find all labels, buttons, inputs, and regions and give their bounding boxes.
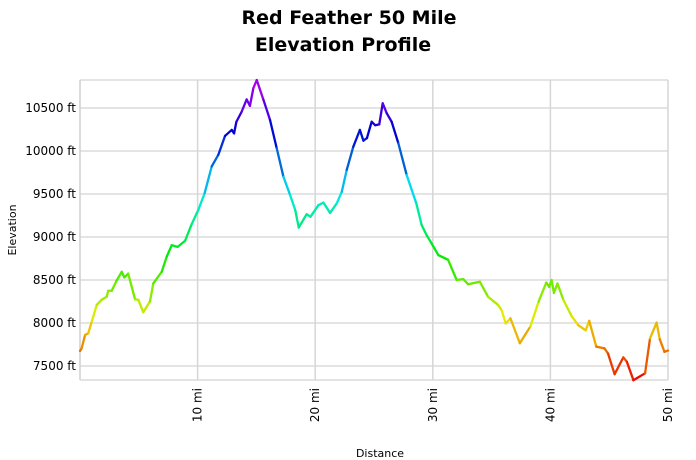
elevation-segment <box>570 314 580 327</box>
elevation-segment <box>462 277 470 286</box>
elevation-segment <box>390 120 400 145</box>
elevation-segment <box>235 110 243 123</box>
elevation-segment <box>197 191 206 212</box>
elevation-segment <box>340 168 348 194</box>
elevation-segment <box>632 372 647 382</box>
x-tick-label: 30 mi <box>426 388 440 422</box>
elevation-segment <box>268 118 278 150</box>
elevation-segment <box>190 208 200 226</box>
elevation-segment <box>322 201 332 215</box>
elevation-segment <box>446 258 458 282</box>
elevation-line <box>78 78 670 382</box>
elevation-segment <box>95 298 103 307</box>
elevation-segment <box>248 87 255 107</box>
elevation-segment <box>430 242 440 257</box>
elevation-segment <box>223 128 233 138</box>
elevation-segment <box>294 208 300 229</box>
elevation-segment <box>217 134 227 157</box>
x-axis-label: Distance <box>356 447 404 460</box>
elevation-segment <box>588 319 598 348</box>
elevation-segment <box>537 281 548 303</box>
elevation-segment <box>385 112 393 123</box>
elevation-segment <box>288 193 297 212</box>
elevation-segment <box>148 282 155 303</box>
elevation-segment <box>381 102 388 115</box>
elevation-segment <box>397 142 408 177</box>
elevation-segment <box>335 190 343 205</box>
elevation-segment <box>275 147 285 178</box>
elevation-segment <box>577 323 587 332</box>
elevation-segment <box>529 300 540 328</box>
elevation-segment <box>658 338 666 353</box>
elevation-segment <box>203 165 213 195</box>
elevation-segment <box>648 321 658 340</box>
elevation-segment <box>486 295 500 307</box>
elevation-segment <box>282 175 292 197</box>
elevation-segment <box>297 213 308 229</box>
elevation-segment <box>365 120 373 140</box>
y-axis-ticks: 7500 ft 8000 ft 8500 ft 9000 ft 9500 ft 10000… <box>25 101 76 373</box>
y-tick-label: 8500 ft <box>33 273 76 287</box>
elevation-segment <box>358 128 365 142</box>
elevation-segment <box>345 145 355 172</box>
elevation-segment <box>643 337 652 375</box>
x-axis-ticks: 10 mi 20 mi 30 mi 40 mi 50 mi <box>191 388 675 422</box>
elevation-segment <box>420 223 429 237</box>
elevation-segment <box>500 308 507 325</box>
y-tick-label: 9000 ft <box>33 230 76 244</box>
elevation-segment <box>232 120 238 135</box>
elevation-segment <box>152 270 163 285</box>
elevation-segment <box>478 280 490 298</box>
elevation-segment <box>328 202 338 215</box>
y-tick-label: 8000 ft <box>33 316 76 330</box>
elevation-segment <box>240 98 248 114</box>
elevation-segment <box>378 102 384 126</box>
elevation-segment <box>425 234 433 245</box>
y-axis-label: Elevation <box>6 204 19 255</box>
elevation-segment <box>655 321 661 341</box>
elevation-segment <box>613 356 625 376</box>
elevation-segment <box>110 279 118 292</box>
elevation-segment <box>255 78 265 101</box>
elevation-segment <box>309 204 320 218</box>
elevation-segment <box>625 360 635 382</box>
elevation-segment <box>466 280 481 286</box>
elevation-segment <box>183 222 193 243</box>
x-tick-label: 20 mi <box>308 388 322 422</box>
elevation-segment <box>137 298 145 314</box>
y-tick-label: 7500 ft <box>33 359 76 373</box>
elevation-segment <box>160 255 168 273</box>
elevation-segment <box>127 272 137 301</box>
chart-title: Red Feather 50 Mile <box>241 7 456 29</box>
elevation-segment <box>595 345 606 350</box>
y-tick-label: 10000 ft <box>25 144 76 158</box>
elevation-segment <box>509 317 521 345</box>
elevation-segment <box>352 128 362 148</box>
elevation-segment <box>142 300 152 314</box>
elevation-segment <box>115 270 123 283</box>
y-tick-label: 10500 ft <box>25 101 76 115</box>
elevation-segment <box>90 303 98 323</box>
elevation-segment <box>606 352 616 376</box>
elevation-segment <box>405 173 418 205</box>
elevation-segment <box>556 282 565 301</box>
elevation-segment <box>262 98 272 122</box>
elevation-segment <box>562 298 573 318</box>
x-tick-label: 10 mi <box>191 388 205 422</box>
elevation-segment <box>210 153 220 168</box>
elevation-segment <box>176 239 187 249</box>
elevation-segment <box>165 244 173 258</box>
chart-subtitle: Elevation Profile <box>255 34 431 56</box>
y-tick-label: 9500 ft <box>33 187 76 201</box>
elevation-segment <box>663 349 670 353</box>
elevation-segment <box>518 325 532 345</box>
elevation-segment <box>80 333 87 350</box>
x-tick-label: 40 mi <box>543 388 557 422</box>
grid <box>79 79 669 381</box>
x-tick-label: 50 mi <box>661 388 675 422</box>
elevation-segment <box>87 320 93 335</box>
elevation-segment <box>437 253 450 261</box>
elevation-segment <box>415 202 423 227</box>
